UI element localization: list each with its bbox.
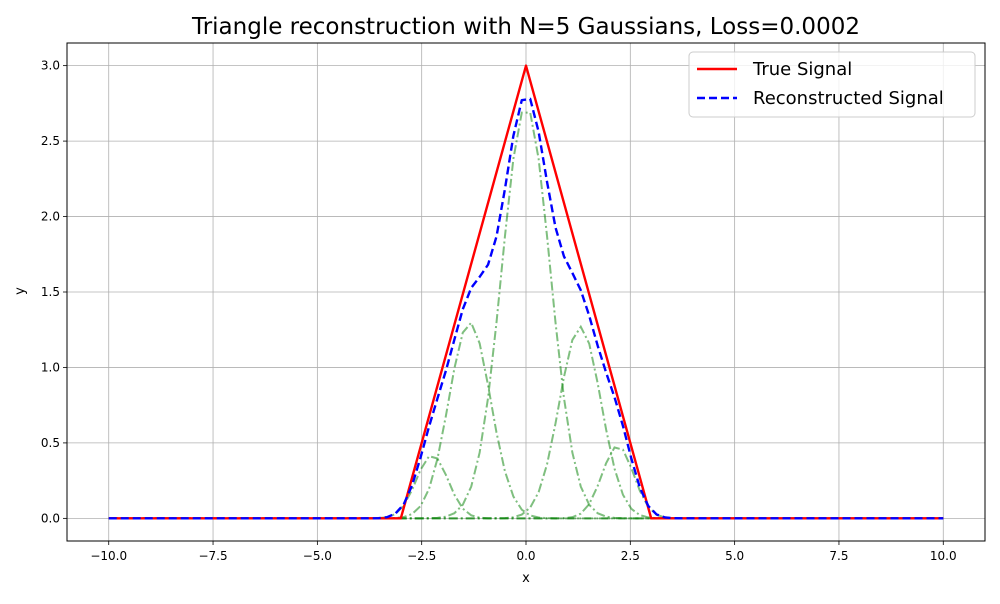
- y-tick-label: 1.5: [41, 285, 60, 299]
- x-tick-label: 7.5: [829, 549, 848, 563]
- x-axis-label: x: [522, 571, 530, 586]
- x-tick-label: −10.0: [90, 549, 127, 563]
- grid: [67, 43, 985, 541]
- ticks: −10.0 −7.5 −5.0 −2.5 0.0 2.5 5.0 7.5 10.0 0.0 0.5 1…: [41, 59, 957, 563]
- x-tick-label: 0.0: [516, 549, 535, 563]
- series-lines: [108, 64, 944, 520]
- legend: True Signal Reconstructed Signal: [688, 51, 976, 118]
- x-tick-label: −5.0: [303, 549, 332, 563]
- y-axis-label: y: [13, 287, 28, 295]
- legend-label-1: True Signal: [752, 59, 852, 80]
- x-tick-label: 2.5: [621, 549, 640, 563]
- y-tick-label: 3.0: [41, 59, 60, 73]
- reconstructed-signal-line: [108, 97, 944, 520]
- y-tick-label: 2.0: [41, 210, 60, 224]
- y-tick-label: 2.5: [41, 134, 60, 148]
- x-tick-label: 10.0: [930, 549, 957, 563]
- legend-label-2: Reconstructed Signal: [753, 88, 944, 109]
- x-tick-label: −7.5: [198, 549, 227, 563]
- x-tick-label: −2.5: [407, 549, 436, 563]
- y-tick-label: 1.0: [41, 360, 60, 374]
- y-tick-label: 0.5: [41, 436, 60, 450]
- y-tick-label: 0.0: [41, 511, 60, 525]
- legend-box: [688, 51, 976, 118]
- x-tick-label: 5.0: [725, 549, 744, 563]
- chart-title: Triangle reconstruction with N=5 Gaussia…: [191, 14, 860, 40]
